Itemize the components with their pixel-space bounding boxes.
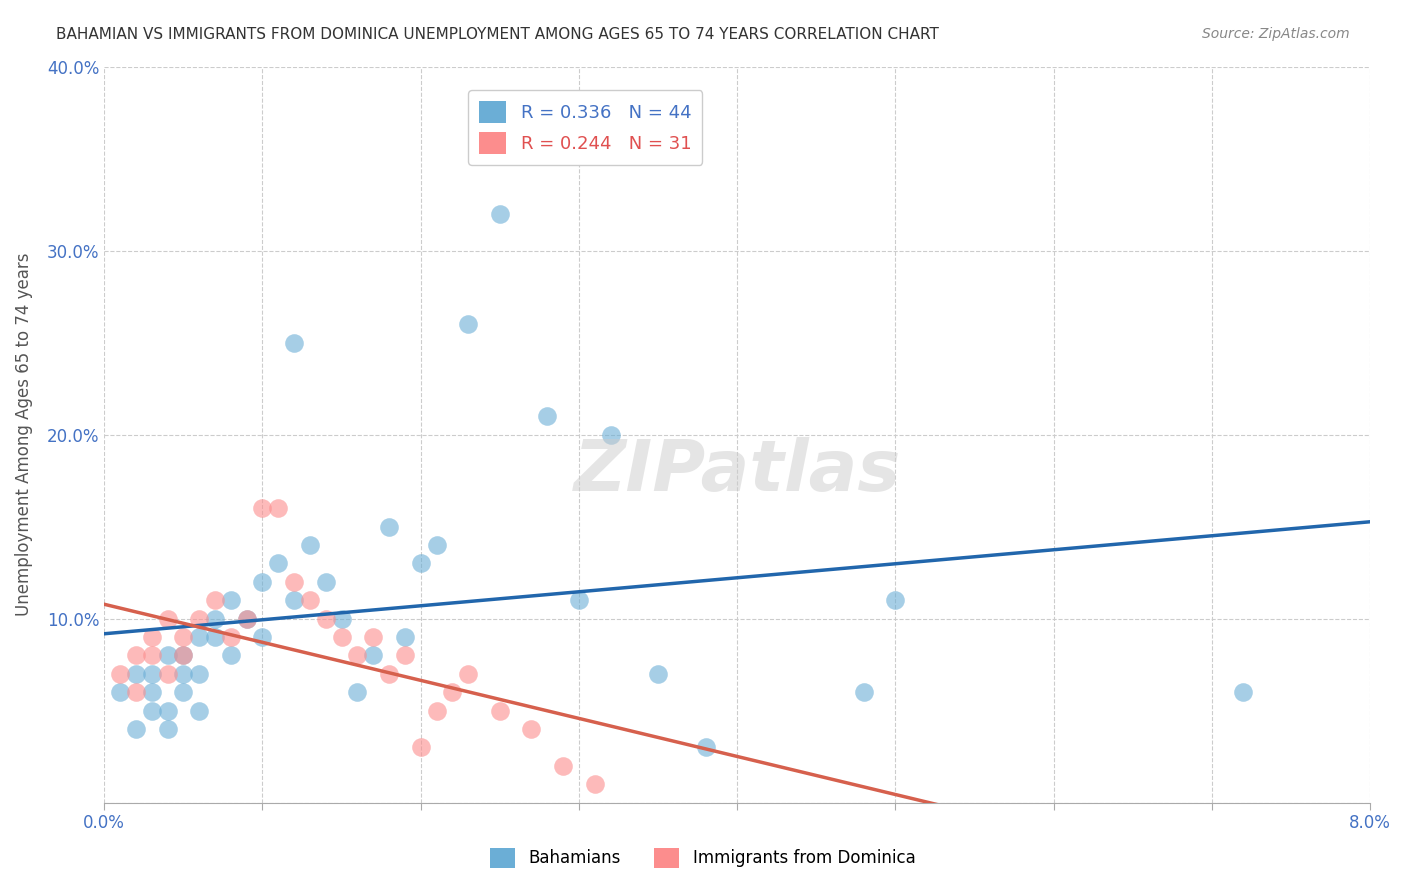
Point [409, 557, 432, 571]
Point [172, 685, 194, 699]
Point [298, 593, 321, 607]
Point [172, 666, 194, 681]
Point [108, 685, 131, 699]
Point [488, 207, 510, 221]
Point [568, 593, 591, 607]
Legend: Bahamians, Immigrants from Dominica: Bahamians, Immigrants from Dominica [484, 841, 922, 875]
Point [204, 630, 226, 644]
Point [361, 630, 384, 644]
Point [188, 611, 211, 625]
Text: ZIPatlas: ZIPatlas [574, 437, 901, 506]
Point [267, 557, 290, 571]
Point [156, 611, 179, 625]
Point [330, 611, 353, 625]
Point [394, 648, 416, 663]
Point [172, 648, 194, 663]
Point [156, 648, 179, 663]
Point [315, 574, 337, 589]
Point [647, 666, 669, 681]
Point [330, 630, 353, 644]
Point [235, 611, 257, 625]
Point [156, 722, 179, 736]
Point [346, 648, 368, 663]
Point [298, 538, 321, 552]
Point [283, 593, 305, 607]
Point [125, 666, 148, 681]
Point [188, 704, 211, 718]
Point [141, 648, 163, 663]
Point [425, 704, 447, 718]
Point [219, 648, 242, 663]
Point [141, 704, 163, 718]
Text: BAHAMIAN VS IMMIGRANTS FROM DOMINICA UNEMPLOYMENT AMONG AGES 65 TO 74 YEARS CORR: BAHAMIAN VS IMMIGRANTS FROM DOMINICA UNE… [56, 27, 939, 42]
Point [219, 593, 242, 607]
Point [141, 630, 163, 644]
Point [125, 685, 148, 699]
Point [457, 317, 479, 331]
Point [394, 630, 416, 644]
Point [267, 501, 290, 516]
Point [252, 630, 274, 644]
Point [378, 666, 401, 681]
Point [852, 685, 875, 699]
Point [141, 666, 163, 681]
Point [346, 685, 368, 699]
Point [172, 648, 194, 663]
Point [361, 648, 384, 663]
Point [156, 666, 179, 681]
Point [488, 704, 510, 718]
Point [156, 704, 179, 718]
Point [553, 759, 575, 773]
Point [378, 519, 401, 533]
Point [583, 777, 606, 791]
Point [599, 427, 621, 442]
Point [204, 611, 226, 625]
Point [235, 611, 257, 625]
Point [520, 722, 543, 736]
Legend: R = 0.336   N = 44, R = 0.244   N = 31: R = 0.336 N = 44, R = 0.244 N = 31 [468, 90, 702, 165]
Point [1232, 685, 1254, 699]
Point [125, 648, 148, 663]
Text: Source: ZipAtlas.com: Source: ZipAtlas.com [1202, 27, 1350, 41]
Point [141, 685, 163, 699]
Point [425, 538, 447, 552]
Point [204, 593, 226, 607]
Point [283, 574, 305, 589]
Point [108, 666, 131, 681]
Y-axis label: Unemployment Among Ages 65 to 74 years: Unemployment Among Ages 65 to 74 years [15, 252, 32, 616]
Point [188, 666, 211, 681]
Point [125, 722, 148, 736]
Point [219, 630, 242, 644]
Point [252, 574, 274, 589]
Point [884, 593, 907, 607]
Point [188, 630, 211, 644]
Point [172, 630, 194, 644]
Point [441, 685, 464, 699]
Point [695, 740, 717, 755]
Point [283, 335, 305, 350]
Point [315, 611, 337, 625]
Point [457, 666, 479, 681]
Point [536, 409, 558, 424]
Point [252, 501, 274, 516]
Point [409, 740, 432, 755]
